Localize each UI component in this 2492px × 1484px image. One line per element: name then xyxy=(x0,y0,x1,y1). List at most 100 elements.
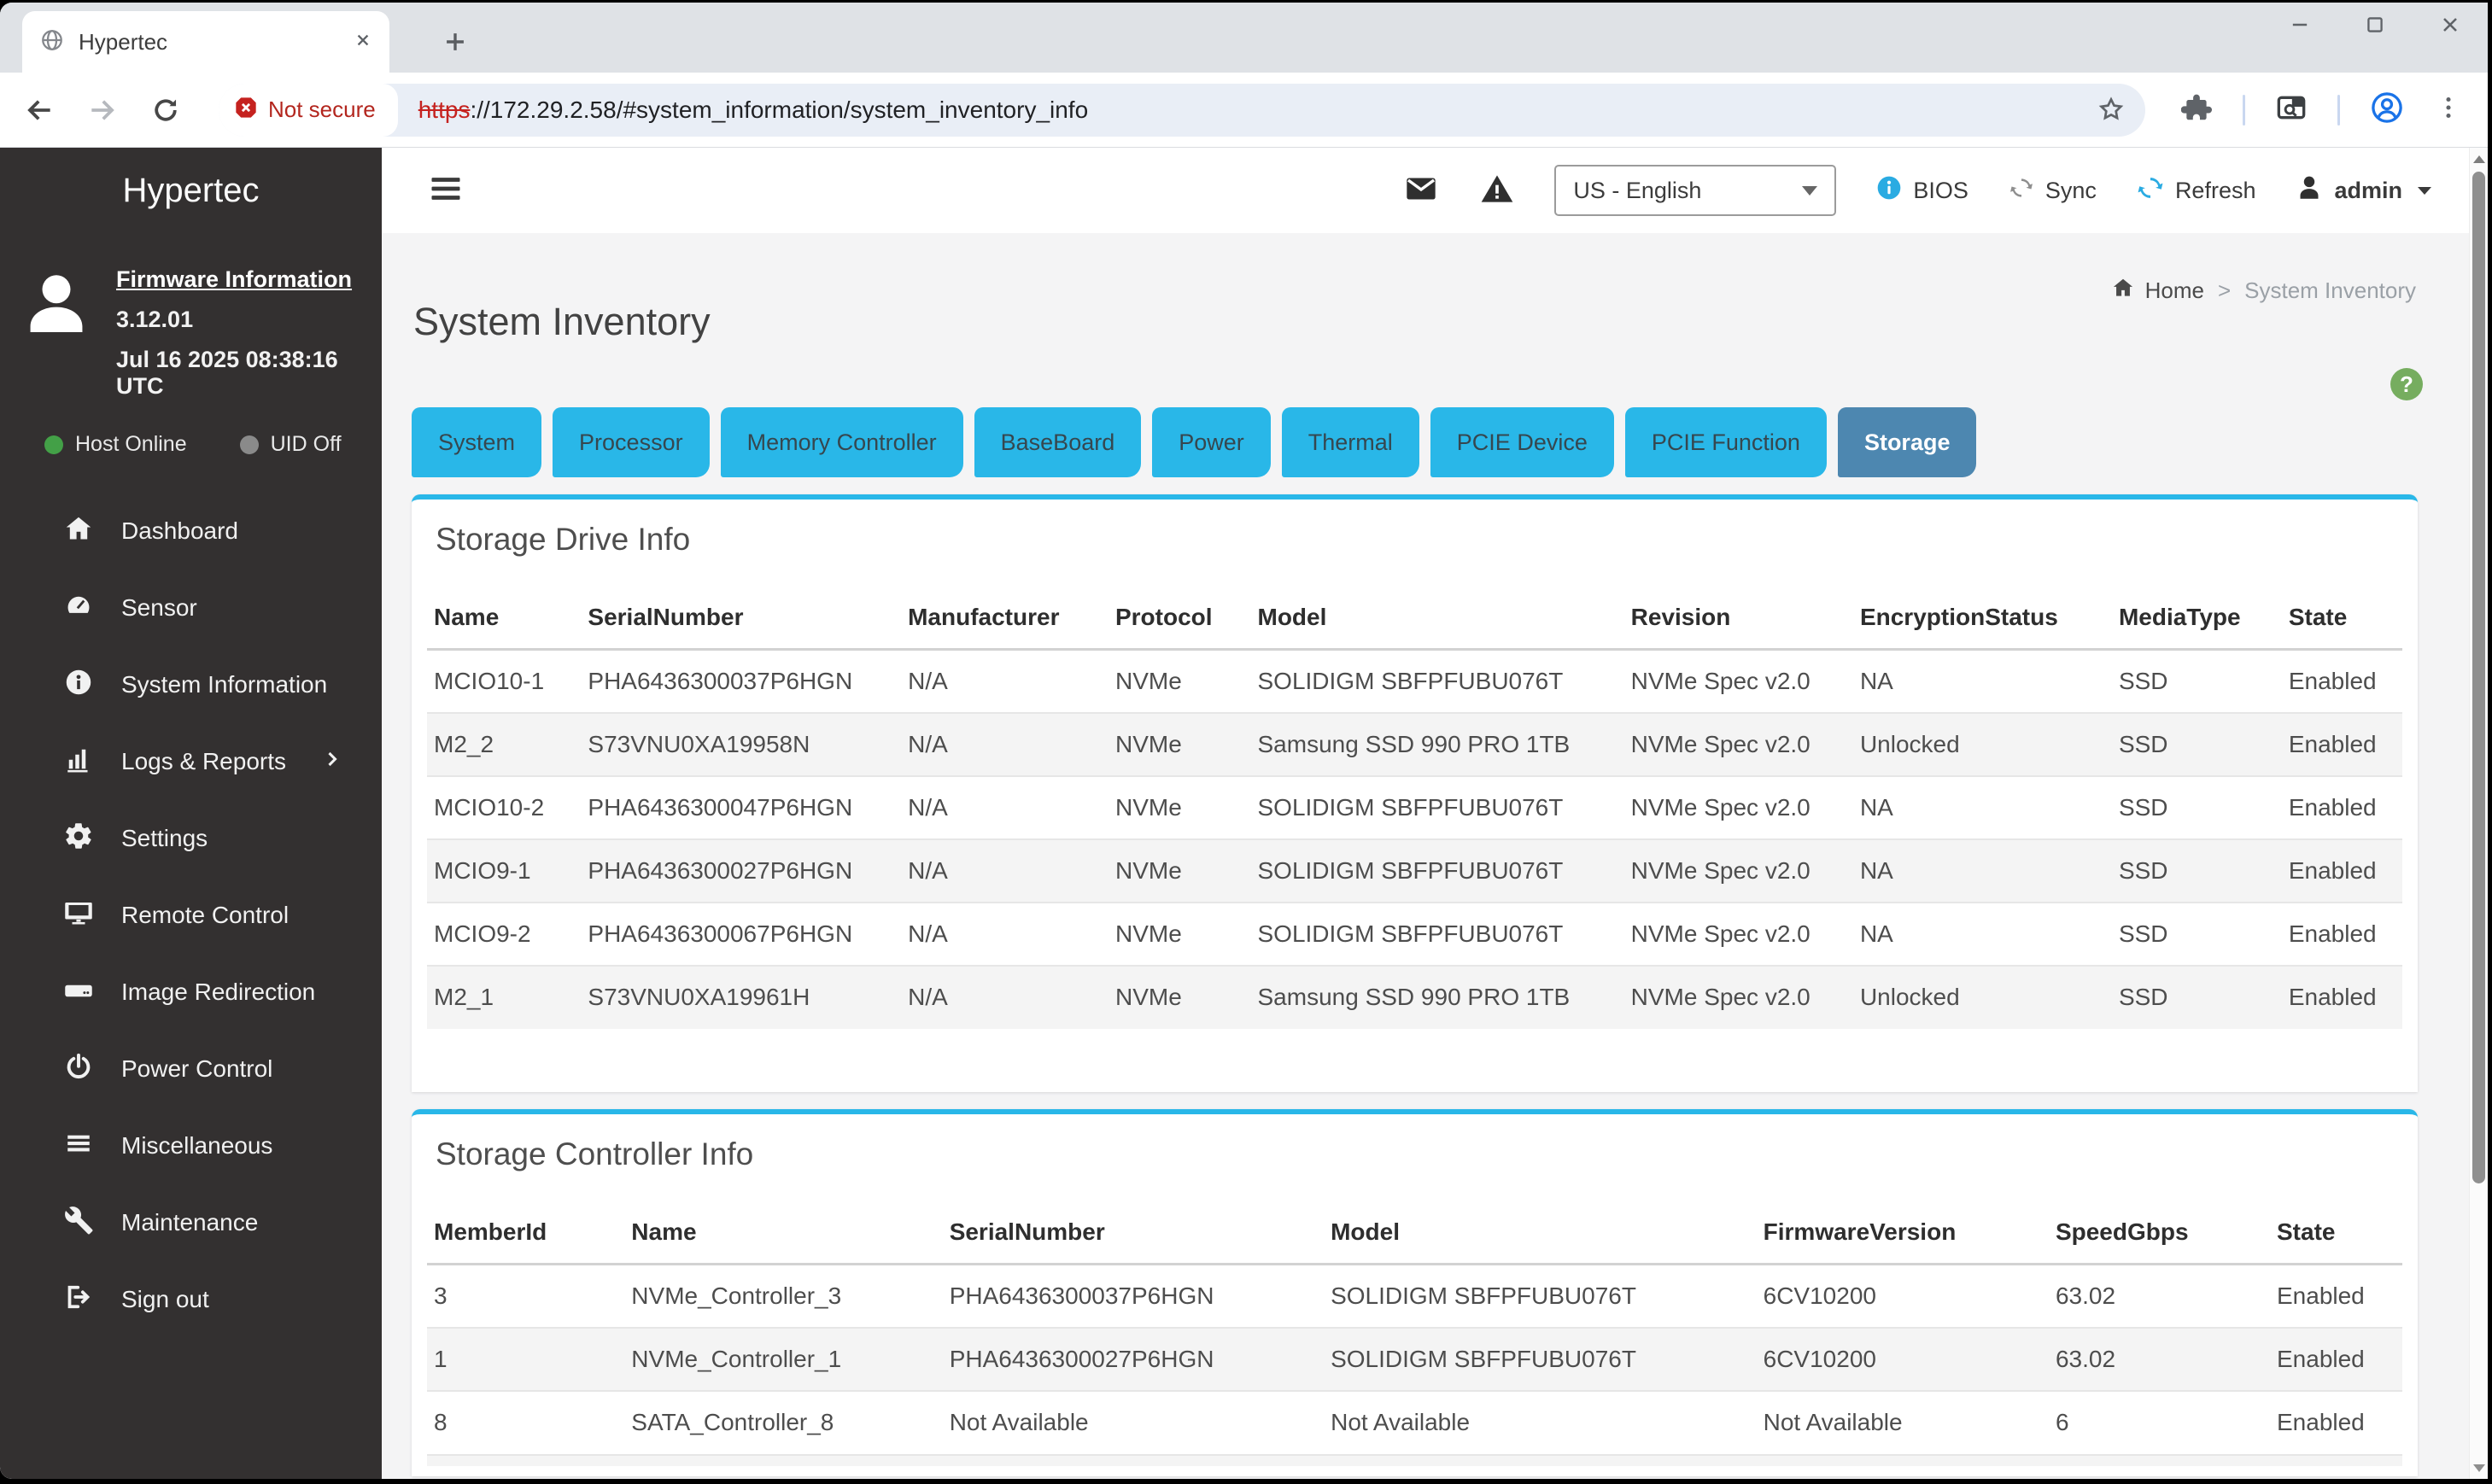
firmware-information-link[interactable]: Firmware Information xyxy=(116,266,353,292)
help-button[interactable]: ? xyxy=(2390,368,2423,400)
table-cell: NVMe xyxy=(1108,711,1251,776)
sidebar-item-image-redirection[interactable]: Image Redirection xyxy=(0,954,382,1031)
vertical-scrollbar[interactable] xyxy=(2469,148,2488,1479)
scroll-up-icon[interactable] xyxy=(2470,148,2488,170)
sidebar-item-remote-control[interactable]: Remote Control xyxy=(0,877,382,954)
tab-close-icon[interactable] xyxy=(352,29,374,56)
table-row: 1 NVMe_Controller_1 PHA6436300027P6HGN SOLI… xyxy=(427,1326,2402,1391)
browser-tab[interactable]: Hypertec xyxy=(22,11,389,73)
table-cell: NVMe_Controller_1 xyxy=(624,1326,943,1391)
table-header-row: Name SerialNumber Manufacturer Protocol Mode… xyxy=(427,593,2402,651)
host-online-indicator xyxy=(44,435,63,454)
user-menu[interactable]: admin xyxy=(2295,173,2431,208)
table-cell: PHA6436300037P6HGN xyxy=(581,648,902,713)
table-cell: Unlocked xyxy=(1852,711,2112,776)
tab-thermal[interactable]: Thermal xyxy=(1281,407,1419,477)
profile-avatar-icon[interactable] xyxy=(2369,90,2405,130)
sidebar-item-miscellaneous[interactable]: Miscellaneous xyxy=(0,1107,382,1184)
sync-button[interactable]: Sync xyxy=(2008,174,2097,207)
search-tabs-icon[interactable] xyxy=(2274,91,2308,129)
new-tab-button[interactable] xyxy=(431,18,479,66)
column-header: MemberId xyxy=(427,1208,625,1265)
drive-icon xyxy=(63,974,94,1011)
table-row: MCIO10-1 PHA6436300037P6HGN N/A NVMe SOLIDIG… xyxy=(427,648,2402,713)
sidebar-item-system-information[interactable]: System Information xyxy=(0,646,382,723)
scroll-down-icon[interactable] xyxy=(2470,1457,2488,1479)
wrench-icon xyxy=(63,1205,94,1242)
table-cell: MCIO9-1 xyxy=(427,838,582,903)
tab-pcie-device[interactable]: PCIE Device xyxy=(1430,407,1614,477)
tab-title: Hypertec xyxy=(79,28,168,55)
table-row: M2_1 S73VNU0XA19961H N/A NVMe Samsung SSD 99… xyxy=(427,964,2402,1029)
tab-pcie-function[interactable]: PCIE Function xyxy=(1624,407,1827,477)
table-cell: NVMe xyxy=(1108,774,1251,839)
table-cell: MCIO10-2 xyxy=(427,774,582,839)
refresh-button[interactable]: Refresh xyxy=(2136,173,2255,208)
chevron-right-icon xyxy=(320,747,344,777)
table-cell: NVMe_Controller_3 xyxy=(624,1263,943,1328)
sidebar-item-logs-reports[interactable]: Logs & Reports xyxy=(0,723,382,800)
bios-button[interactable]: BIOS xyxy=(1875,174,1968,207)
bookmark-star-icon[interactable] xyxy=(2096,94,2126,129)
column-header: Revision xyxy=(1623,593,1853,651)
table-cell: NVMe xyxy=(1108,648,1251,713)
scrollbar-thumb[interactable] xyxy=(2472,172,2485,1183)
column-header: MediaType xyxy=(2111,593,2282,651)
column-header: Manufacturer xyxy=(901,593,1109,651)
url-input[interactable]: Not secure https://172.29.2.58/#system_i… xyxy=(219,83,2145,137)
page-content: Home > System Inventory System Inventory… xyxy=(382,233,2469,1479)
browser-window: Hypertec xyxy=(0,3,2488,1479)
table-cell: NA xyxy=(1852,648,2112,713)
tab-memory-controller[interactable]: Memory Controller xyxy=(720,407,963,477)
sidebar-item-sign-out[interactable]: Sign out xyxy=(0,1261,382,1338)
column-header: EncryptionStatus xyxy=(1852,593,2112,651)
table-cell: SSD xyxy=(2111,711,2282,776)
table-cell: PHA6436300067P6HGN xyxy=(581,901,902,966)
tab-storage[interactable]: Storage xyxy=(1837,407,1977,477)
url-scheme: https xyxy=(418,96,471,123)
forward-icon[interactable] xyxy=(84,91,121,129)
back-icon[interactable] xyxy=(20,91,58,129)
gauge-icon xyxy=(63,590,94,627)
table-cell: 6CV10200 xyxy=(1756,1263,2049,1328)
table-cell: SOLIDIGM SBFPFUBU076T xyxy=(1250,648,1624,713)
sidebar-item-sensor[interactable]: Sensor xyxy=(0,570,382,646)
sidebar-item-power-control[interactable]: Power Control xyxy=(0,1031,382,1107)
breadcrumb-current: System Inventory xyxy=(2244,278,2416,303)
window-minimize-button[interactable] xyxy=(2288,13,2312,37)
sidebar-item-dashboard[interactable]: Dashboard xyxy=(0,493,382,570)
table-cell: N/A xyxy=(901,648,1109,713)
tab-baseboard[interactable]: BaseBoard xyxy=(974,407,1142,477)
table-cell: NA xyxy=(1852,774,2112,839)
hamburger-menu-icon[interactable] xyxy=(424,170,467,212)
language-select[interactable]: US - English xyxy=(1554,165,1837,216)
breadcrumb-home[interactable]: Home xyxy=(2111,276,2204,306)
table-header-row: MemberId Name SerialNumber Model FirmwareVer… xyxy=(427,1208,2402,1265)
chevron-down-icon xyxy=(2418,186,2431,195)
firmware-version: 3.12.01 xyxy=(116,307,194,332)
window-maximize-button[interactable] xyxy=(2363,13,2387,37)
not-secure-badge[interactable]: Not secure xyxy=(219,83,398,137)
column-header: Model xyxy=(1250,593,1624,651)
tab-system[interactable]: System xyxy=(412,407,542,477)
power-icon xyxy=(63,1051,94,1088)
warning-icon[interactable] xyxy=(1479,172,1515,210)
sidebar-item-settings[interactable]: Settings xyxy=(0,800,382,877)
window-close-button[interactable] xyxy=(2438,13,2462,37)
tab-processor[interactable]: Processor xyxy=(553,407,710,477)
table-cell: 6 xyxy=(2048,1389,2270,1454)
reload-icon[interactable] xyxy=(147,91,184,129)
table-cell: M2_1 xyxy=(427,964,582,1029)
extensions-puzzle-icon[interactable] xyxy=(2180,91,2214,128)
sidebar-item-maintenance[interactable]: Maintenance xyxy=(0,1184,382,1261)
column-header: Name xyxy=(624,1208,943,1265)
column-header: State xyxy=(2281,593,2402,651)
page-title: System Inventory xyxy=(413,300,711,343)
tab-power[interactable]: Power xyxy=(1152,407,1271,477)
table-cell: Not Available xyxy=(1324,1389,1757,1454)
browser-menu-icon[interactable] xyxy=(2434,93,2463,126)
table-cell: Enabled xyxy=(2281,901,2402,966)
mail-icon[interactable] xyxy=(1402,172,1440,210)
uid-indicator xyxy=(239,435,259,454)
panel-title: Storage Controller Info xyxy=(436,1136,754,1171)
